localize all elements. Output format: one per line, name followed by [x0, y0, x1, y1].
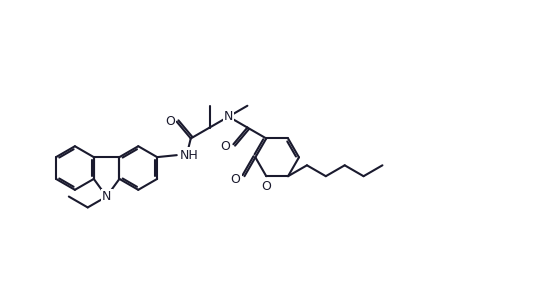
- Text: O: O: [230, 173, 240, 186]
- Text: O: O: [261, 180, 271, 193]
- Text: O: O: [165, 115, 175, 128]
- Text: N: N: [102, 190, 111, 203]
- Text: N: N: [224, 110, 233, 123]
- Text: O: O: [221, 140, 230, 153]
- Text: NH: NH: [180, 149, 199, 162]
